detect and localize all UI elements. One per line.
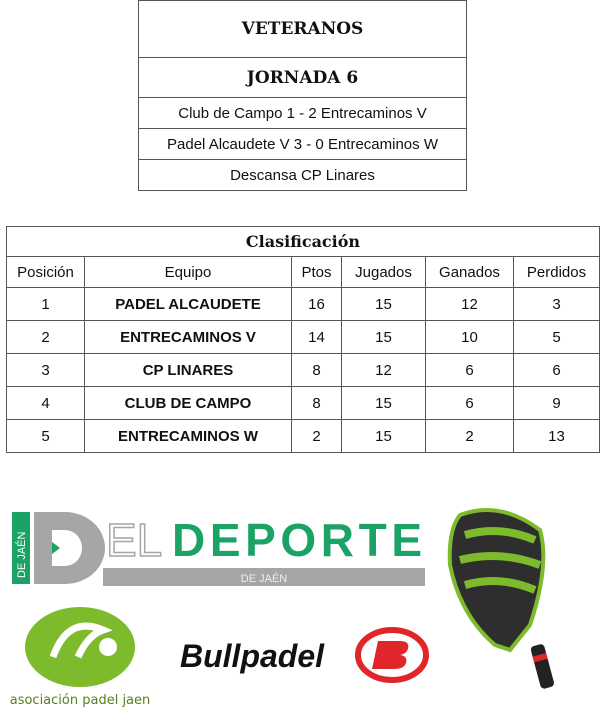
- cell-played: 12: [341, 353, 426, 387]
- cell-lost: 3: [513, 287, 600, 321]
- standings-row: 2 ENTRECAMINOS V 14 15 10 5: [6, 320, 600, 354]
- asociacion-text: asociación padel jaen: [10, 693, 151, 708]
- cell-lost: 13: [513, 419, 600, 453]
- header-team: Equipo: [84, 256, 292, 288]
- cell-won: 2: [425, 419, 514, 453]
- category-title: VETERANOS: [138, 0, 467, 58]
- cell-lost: 6: [513, 353, 600, 387]
- cell-won: 6: [425, 353, 514, 387]
- cell-position: 1: [6, 287, 85, 321]
- standings-table: Clasificación Posición Equipo Ptos Jugad…: [6, 226, 600, 453]
- round-title: JORNADA 6: [138, 57, 467, 98]
- cell-team: ENTRECAMINOS V: [84, 320, 292, 354]
- bullpadel-logo: Bullpadel: [180, 627, 429, 683]
- match-result: Padel Alcaudete V 3 - 0 Entrecaminos W: [138, 128, 467, 160]
- cell-lost: 9: [513, 386, 600, 420]
- standings-title: Clasificación: [6, 226, 600, 257]
- rest-team: Descansa CP Linares: [138, 159, 467, 191]
- cell-points: 14: [291, 320, 342, 354]
- cell-position: 4: [6, 386, 85, 420]
- cell-points: 2: [291, 419, 342, 453]
- standings-row: 1 PADEL ALCAUDETE 16 15 12 3: [6, 287, 600, 321]
- logo-deporte-text: DEPORTE: [172, 514, 422, 566]
- header-points: Ptos: [291, 256, 342, 288]
- logo-sub-text: DE JAÉN: [241, 572, 288, 585]
- logo-el-text: EL: [106, 514, 162, 566]
- standings-row: 3 CP LINARES 8 12 6 6: [6, 353, 600, 387]
- header-lost: Perdidos: [513, 256, 600, 288]
- asociacion-padel-jaen-logo: asociación padel jaen: [10, 607, 151, 708]
- cell-points: 8: [291, 386, 342, 420]
- header-played: Jugados: [341, 256, 426, 288]
- cell-points: 8: [291, 353, 342, 387]
- match-result: Club de Campo 1 - 2 Entrecaminos V: [138, 97, 467, 129]
- logo-side-text: DE JAÉN: [15, 531, 28, 578]
- cell-team: CP LINARES: [84, 353, 292, 387]
- cell-lost: 5: [513, 320, 600, 354]
- el-deporte-de-jaen-logo: DE JAÉN EL DEPORTE DE JAÉN: [12, 512, 425, 586]
- cell-played: 15: [341, 419, 426, 453]
- cell-team: ENTRECAMINOS W: [84, 419, 292, 453]
- standings-row: 4 CLUB DE CAMPO 8 15 6 9: [6, 386, 600, 420]
- cell-team: CLUB DE CAMPO: [84, 386, 292, 420]
- cell-won: 6: [425, 386, 514, 420]
- cell-position: 3: [6, 353, 85, 387]
- bullpadel-text: Bullpadel: [180, 638, 325, 674]
- header-won: Ganados: [425, 256, 514, 288]
- header-position: Posición: [6, 256, 85, 288]
- cell-position: 5: [6, 419, 85, 453]
- cell-played: 15: [341, 320, 426, 354]
- cell-position: 2: [6, 320, 85, 354]
- cell-won: 12: [425, 287, 514, 321]
- standings-row: 5 ENTRECAMINOS W 2 15 2 13: [6, 419, 600, 453]
- cell-played: 15: [341, 287, 426, 321]
- padel-racket-image: [447, 508, 555, 689]
- cell-played: 15: [341, 386, 426, 420]
- cell-team: PADEL ALCAUDETE: [84, 287, 292, 321]
- fixture-table: VETERANOS JORNADA 6 Club de Campo 1 - 2 …: [138, 0, 467, 191]
- cell-points: 16: [291, 287, 342, 321]
- cell-won: 10: [425, 320, 514, 354]
